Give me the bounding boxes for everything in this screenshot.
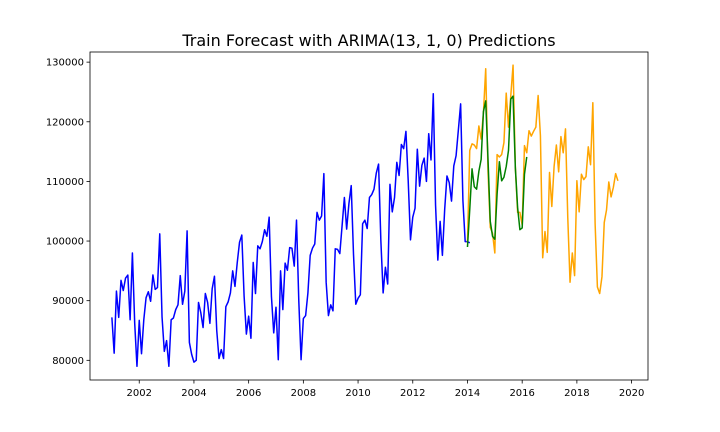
x-tick-label: 2012	[400, 388, 425, 399]
series-line-3	[466, 95, 528, 248]
x-tick-label: 2002	[127, 388, 152, 399]
x-tick-label: 2008	[291, 388, 316, 399]
x-tick-label: 2006	[236, 388, 261, 399]
series-line-2	[466, 64, 619, 295]
y-tick-label: 80000	[52, 356, 84, 367]
y-tick-label: 130000	[46, 58, 84, 69]
y-tick-label: 90000	[52, 296, 84, 307]
y-tick-label: 110000	[46, 177, 84, 188]
plot-area	[111, 64, 619, 368]
chart-title: Train Forecast with ARIMA(13, 1, 0) Pred…	[181, 31, 555, 50]
y-tick-label: 100000	[46, 237, 84, 248]
x-tick-label: 2014	[455, 388, 480, 399]
x-tick-label: 2018	[564, 388, 589, 399]
plot-frame	[89, 51, 649, 381]
x-tick-label: 2010	[345, 388, 370, 399]
x-tick-label: 2016	[509, 388, 534, 399]
y-tick-label: 120000	[46, 117, 84, 128]
series-line-1	[111, 93, 471, 368]
x-tick-label: 2020	[619, 388, 644, 399]
axes: 2002 2004 2006 2008 2010 2012 2014 2016 2018 2020…	[46, 51, 649, 399]
x-tick-label: 2004	[181, 388, 206, 399]
